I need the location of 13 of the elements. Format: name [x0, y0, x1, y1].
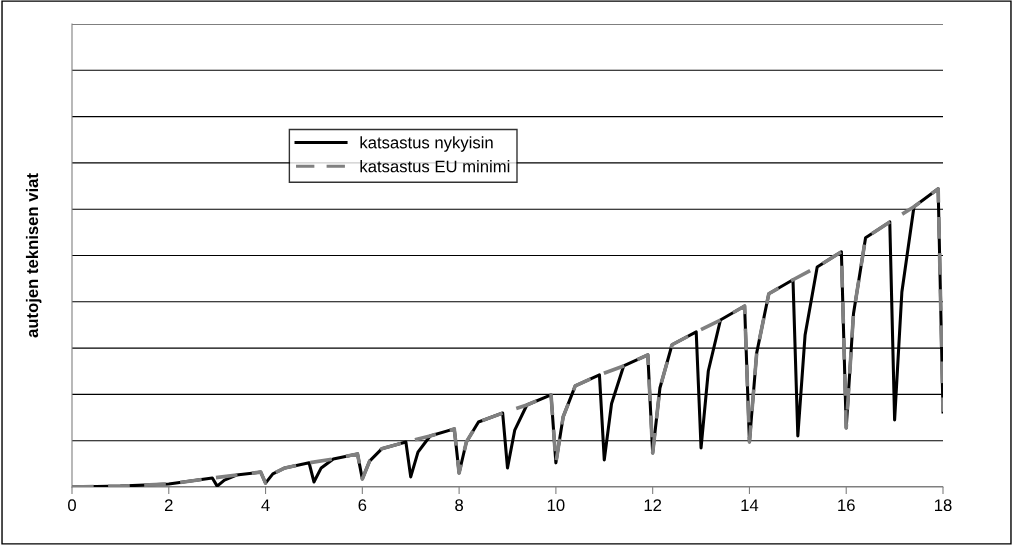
x-tick-label: 6 [358, 499, 367, 512]
y-axis-title: autojen teknisen viat [25, 173, 42, 338]
x-tick-label: 14 [741, 499, 759, 511]
x-tick-label: 12 [644, 499, 662, 511]
x-tick-label: 10 [547, 499, 565, 512]
legend-label: katsastus nykyisin [360, 136, 493, 152]
x-tick-label: 16 [838, 499, 855, 512]
x-tick-label: 8 [455, 499, 464, 512]
x-tick-label: 18 [935, 499, 952, 512]
x-tick-label: 2 [164, 499, 173, 511]
x-tick-label: 4 [261, 499, 270, 511]
legend-label: katsastus EU minimi [360, 160, 510, 173]
x-tick-label: 0 [68, 499, 76, 512]
